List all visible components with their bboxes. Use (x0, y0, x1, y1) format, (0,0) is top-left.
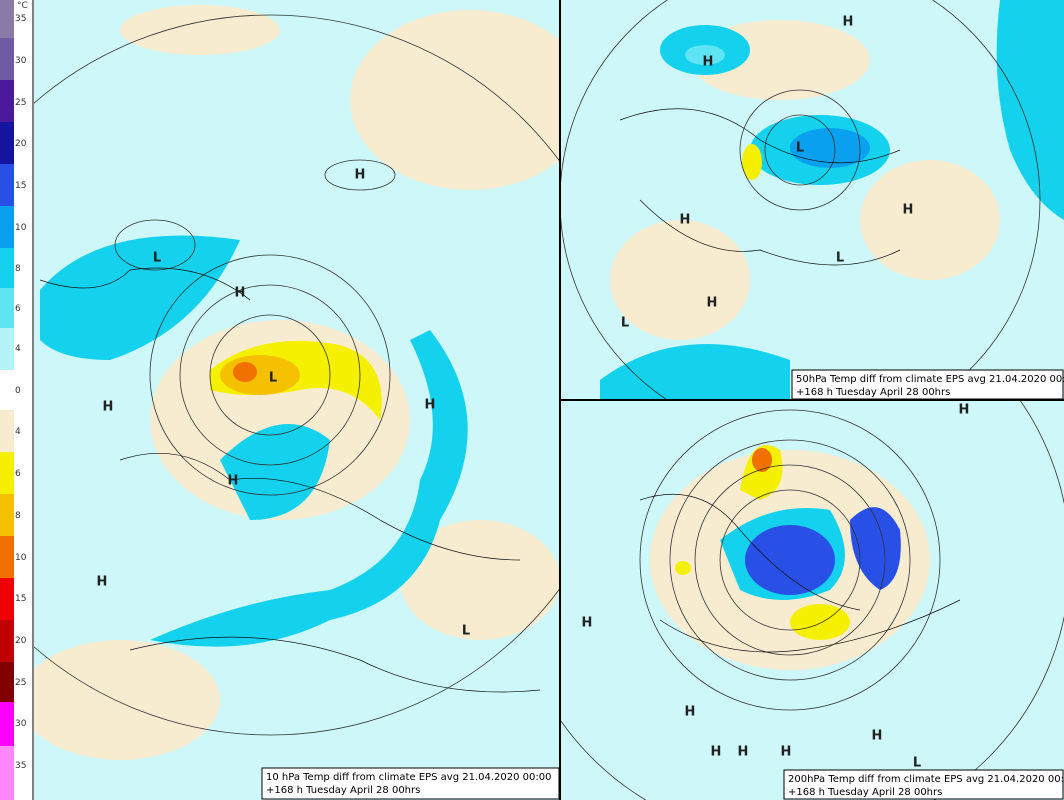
pressure-label: H (425, 398, 436, 413)
pressure-label: L (153, 251, 161, 266)
map-caption: 50hPa Temp diff from climate EPS avg 21.… (796, 374, 1064, 385)
pressure-label: L (462, 624, 470, 639)
pressure-label: H (97, 575, 108, 590)
colorbar-label: 6 (15, 469, 21, 479)
colorbar-label: 35 (15, 14, 26, 24)
pressure-label: L (796, 141, 804, 156)
pressure-label: H (738, 745, 749, 760)
colorbar-label: 35 (15, 761, 26, 771)
colorbar-label: 30 (15, 56, 27, 66)
colorbar-unit: °C (17, 1, 28, 11)
map-10hpa (34, 0, 559, 800)
pressure-label: H (103, 400, 114, 415)
pressure-label: L (269, 371, 277, 386)
map-caption: 200hPa Temp diff from climate EPS avg 21… (788, 774, 1064, 785)
colorbar-label: 25 (15, 98, 26, 108)
pressure-label: H (235, 286, 246, 301)
colorbar-label: 4 (15, 427, 21, 437)
colorbar-label: 20 (15, 139, 27, 149)
colorbar-label: 15 (15, 594, 26, 604)
colorbar (0, 0, 34, 800)
map-caption: 10 hPa Temp diff from climate EPS avg 21… (266, 772, 551, 783)
pressure-label: H (703, 55, 714, 70)
colorbar-label: 4 (15, 344, 21, 354)
colorbar-label: 0 (15, 386, 21, 396)
pressure-label: H (582, 616, 593, 631)
pressure-label: H (228, 474, 239, 489)
pressure-label: H (903, 203, 914, 218)
colorbar-label: 10 (15, 553, 27, 563)
map-caption: +168 h Tuesday April 28 00hrs (796, 387, 950, 398)
colorbar-label: 8 (15, 511, 21, 521)
map-50hpa (561, 0, 1064, 399)
pressure-label: H (872, 729, 883, 744)
map-caption: +168 h Tuesday April 28 00hrs (788, 787, 942, 798)
pressure-label: H (843, 15, 854, 30)
pressure-label: H (355, 168, 366, 183)
pressure-label: L (913, 756, 921, 771)
colorbar-label: 6 (15, 304, 21, 314)
map-caption: +168 h Tuesday April 28 00hrs (266, 785, 420, 796)
pressure-label: H (711, 745, 722, 760)
pressure-label: H (781, 745, 792, 760)
colorbar-label: 10 (15, 223, 27, 233)
colorbar-label: 20 (15, 636, 27, 646)
colorbar-label: 30 (15, 719, 27, 729)
colorbar-label: 15 (15, 181, 26, 191)
pressure-label: H (685, 705, 696, 720)
colorbar-label: 25 (15, 678, 26, 688)
pressure-label: H (707, 296, 718, 311)
pressure-label: H (680, 213, 691, 228)
colorbar-label: 8 (15, 264, 21, 274)
pressure-label: L (836, 251, 844, 266)
map-200hpa (561, 401, 1064, 800)
pressure-label: H (959, 403, 970, 418)
pressure-label: L (621, 316, 629, 331)
